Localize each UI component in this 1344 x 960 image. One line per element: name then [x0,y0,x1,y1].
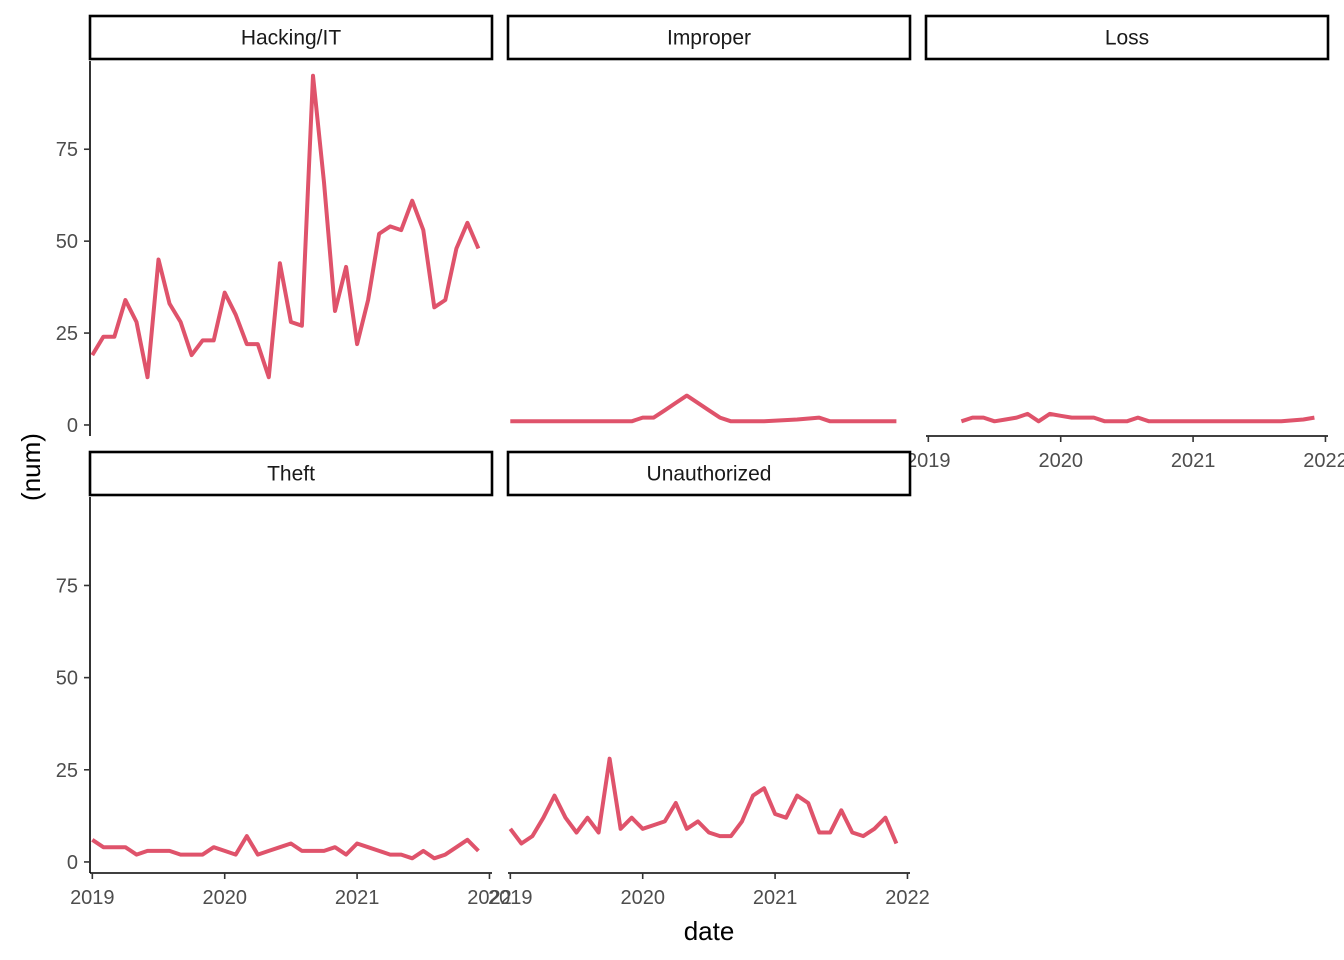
y-tick-label-hacking-it-50: 50 [56,231,78,253]
x-tick-label-unauthorized-2019: 2019 [488,887,533,909]
x-tick-label-theft-2020: 2020 [202,887,247,909]
y-tick-label-theft-75: 75 [56,575,78,597]
x-tick-label-unauthorized-2021: 2021 [753,887,798,909]
facet-strip-unauthorized [506,450,912,497]
series-line-theft [91,834,480,861]
x-tick-label-loss-2020: 2020 [1038,450,1083,472]
facet-strip-hacking-it [88,14,494,61]
y-tick-label-theft-25: 25 [56,760,78,782]
series-line-unauthorized [508,756,899,846]
y-tick-label-hacking-it-0: 0 [67,415,78,437]
y-tick-label-theft-0: 0 [67,852,78,874]
x-axis-title: date [684,916,735,946]
facet-strip-label-theft: Theft [267,463,315,486]
x-tick-label-theft-2022: 2022 [467,887,512,909]
y-tick-label-hacking-it-25: 25 [56,323,78,345]
x-tick-label-theft-2021: 2021 [335,887,380,909]
facet-strip-theft [88,450,494,497]
x-tick-label-loss-2021: 2021 [1171,450,1216,472]
y-axis-title: (num) [16,433,46,501]
facet-strip-label-loss: Loss [1105,27,1149,50]
x-tick-label-loss-2022: 2022 [1303,450,1344,472]
facet-strip-improper [506,14,912,61]
x-tick-label-unauthorized-2022: 2022 [885,887,930,909]
series-line-hacking-it [90,73,481,380]
y-tick-label-theft-50: 50 [56,668,78,690]
facet-strip-label-unauthorized: Unauthorized [647,463,772,486]
series-line-loss [960,411,1315,424]
series-line-improper [510,393,897,424]
x-tick-label-theft-2019: 2019 [70,887,115,909]
facet-strip-label-improper: Improper [667,27,751,50]
facet-strip-loss [924,14,1330,61]
facet-strip-label-hacking-it: Hacking/IT [241,27,342,50]
y-tick-label-hacking-it-75: 75 [56,139,78,161]
x-tick-label-loss-2019: 2019 [906,450,951,472]
x-tick-label-unauthorized-2020: 2020 [620,887,665,909]
